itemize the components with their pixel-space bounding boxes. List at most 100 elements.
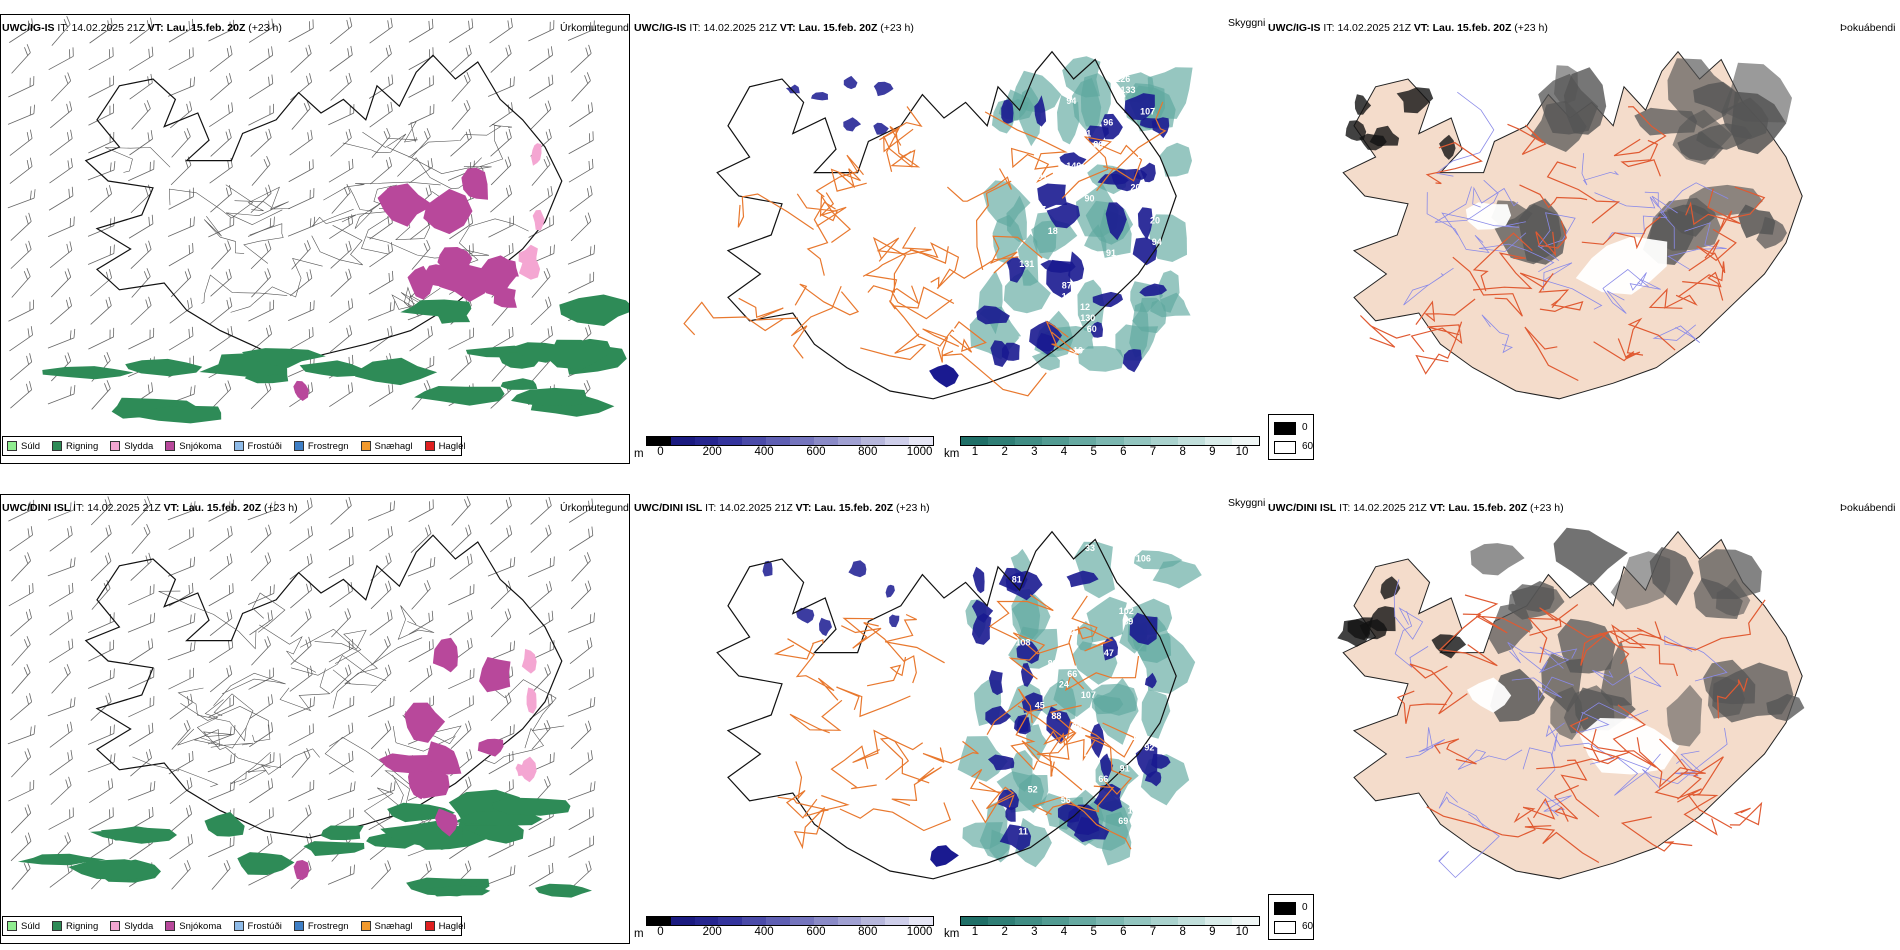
wind-barb-icon	[331, 608, 352, 638]
barb-feather	[188, 245, 191, 255]
barb-feather	[351, 722, 354, 732]
wind-barb-icon	[367, 500, 395, 521]
wind-barb-icon	[128, 46, 154, 71]
barb-feather	[113, 327, 115, 337]
barb-staff	[209, 647, 233, 663]
barb-feather	[387, 612, 390, 622]
barb-feather	[513, 640, 515, 650]
wind-barb-icon	[168, 326, 194, 351]
cloud-base-value-label: 100	[1146, 270, 1161, 280]
cloud-base-area	[972, 613, 992, 645]
barb-staff	[8, 308, 34, 322]
barb-feather	[25, 383, 29, 393]
wind-barb-icon	[489, 525, 513, 553]
snow-area	[293, 380, 309, 401]
barb-feather	[586, 639, 590, 649]
barb-staff	[411, 588, 431, 610]
barb-feather	[229, 21, 231, 31]
barb-staff	[530, 304, 552, 326]
wind-barb-icon	[569, 185, 593, 212]
barb-staff	[88, 55, 114, 71]
cloud-base-area	[873, 81, 894, 97]
barb-feather	[507, 156, 512, 166]
barb-feather	[384, 723, 389, 733]
wind-barb-icon	[451, 496, 471, 526]
barb-feather	[266, 327, 269, 337]
barb-feather	[225, 187, 229, 197]
wind-barb-icon	[568, 835, 594, 858]
barb-feather	[104, 499, 109, 508]
cloud-base-value-label: 12	[1132, 732, 1142, 742]
barb-staff	[450, 533, 472, 553]
wind-barb-icon	[368, 696, 395, 718]
barb-staff	[248, 593, 274, 605]
road-line	[1642, 727, 1728, 790]
barb-staff	[90, 305, 112, 325]
road-line	[862, 246, 949, 277]
barb-feather	[465, 527, 469, 537]
precip-header: UWC/IG-IS IT: 14.02.2025 21Z VT: Lau. 15…	[2, 22, 282, 34]
road-line	[1426, 806, 1536, 838]
init-time: 14.02.2025 21Z	[1337, 22, 1411, 34]
wind-barb-icon	[88, 639, 115, 662]
barb-feather	[552, 862, 554, 872]
lead-time: (+23 h)	[1530, 502, 1564, 514]
barb-staff	[568, 507, 594, 523]
barb-feather	[272, 807, 274, 817]
barb-staff	[490, 700, 512, 722]
barb-feather	[233, 19, 235, 29]
wind-barb-icon	[50, 268, 72, 298]
barb-feather	[69, 241, 73, 251]
cloud-base-value-label: 11	[1018, 826, 1028, 836]
barb-staff	[209, 334, 233, 352]
barb-feather	[113, 161, 116, 171]
barb-staff	[371, 644, 391, 666]
barb-feather	[108, 524, 112, 534]
cloud-base-value-label: 89	[1123, 617, 1133, 627]
barb-feather	[189, 386, 192, 396]
barb-feather	[548, 496, 552, 506]
wind-barb-icon	[128, 668, 155, 690]
barb-feather	[73, 500, 76, 510]
road-line	[1518, 646, 1570, 674]
barb-staff	[170, 276, 192, 298]
barb-feather	[270, 610, 273, 620]
colorbar-cell	[988, 437, 1016, 445]
barb-staff	[328, 704, 354, 718]
barb-feather	[149, 329, 151, 339]
colorbar-cell	[1042, 437, 1070, 445]
road-line	[332, 637, 423, 686]
wind-barb-icon	[51, 664, 71, 694]
road-line	[311, 208, 357, 227]
colorbar-tick-labels: 1 2 3 4 5 6 7 8 9 10	[960, 926, 1260, 940]
barb-feather	[153, 696, 155, 706]
barb-feather	[506, 187, 509, 197]
wind-barb-icon	[528, 20, 555, 42]
wind-barb-icon	[208, 695, 234, 718]
barb-feather	[592, 131, 594, 141]
barb-feather	[113, 244, 115, 254]
barb-feather	[230, 157, 233, 167]
barb-feather	[588, 500, 590, 510]
wind-barb-icon	[329, 382, 354, 408]
cloud-base-value-label: 87	[1062, 281, 1072, 291]
barb-staff	[287, 225, 315, 237]
barb-staff	[409, 674, 433, 692]
wind-barb-icon	[289, 553, 313, 580]
fog-shade	[1488, 603, 1533, 655]
wind-barb-icon	[171, 128, 191, 158]
wind-barb-icon	[50, 776, 72, 805]
barb-staff	[367, 309, 395, 321]
barb-feather	[465, 723, 469, 733]
wind-barb-icon	[448, 18, 474, 43]
wind-barb-icon	[10, 381, 32, 409]
road-line	[1507, 641, 1578, 664]
fog-legend-label-60: 60	[1302, 441, 1314, 452]
colorbar-tick-label: 400	[754, 926, 774, 938]
legend-label: Frostregn	[307, 920, 349, 932]
barb-staff	[211, 248, 231, 270]
wind-barb-icon	[167, 76, 195, 97]
barb-feather	[146, 496, 151, 505]
barb-feather	[388, 76, 390, 86]
barb-staff	[411, 136, 431, 158]
